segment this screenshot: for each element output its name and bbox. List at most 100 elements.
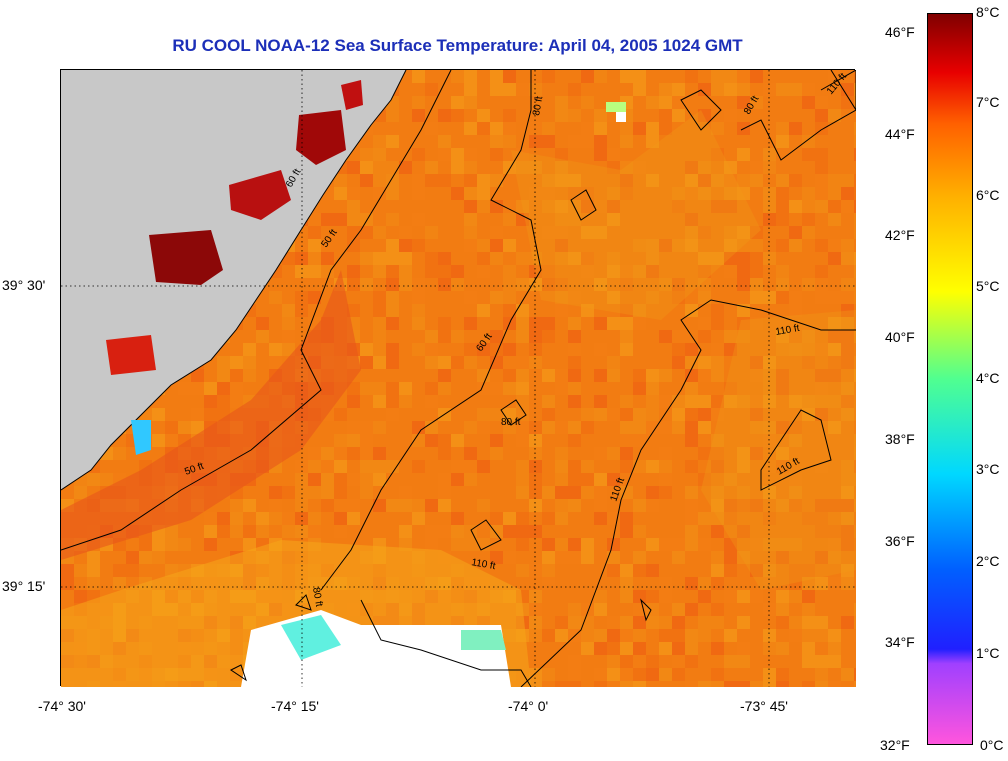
sst-pixel — [685, 382, 698, 395]
sst-pixel — [568, 343, 581, 356]
sst-pixel — [776, 265, 789, 278]
sst-pixel — [711, 408, 724, 421]
sst-pixel — [776, 200, 789, 213]
sst-pixel — [568, 174, 581, 187]
sst-pixel — [503, 304, 516, 317]
sst-pixel — [425, 330, 438, 343]
sst-pixel — [828, 252, 841, 265]
sst-pixel — [737, 499, 750, 512]
sst-pixel — [477, 304, 490, 317]
sst-pixel — [529, 161, 542, 174]
sst-pixel — [594, 512, 607, 525]
sst-pixel — [776, 668, 789, 681]
sst-pixel — [516, 200, 529, 213]
sst-pixel — [854, 291, 856, 304]
sst-pixel — [503, 70, 516, 83]
sst-pixel — [698, 447, 711, 460]
sst-pixel — [412, 213, 425, 226]
sst-pixel — [659, 668, 672, 681]
sst-pixel — [724, 681, 737, 687]
sst-pixel — [464, 291, 477, 304]
sst-pixel — [633, 655, 646, 668]
sst-pixel — [568, 369, 581, 382]
sst-pixel — [620, 681, 633, 687]
sst-pixel — [204, 525, 217, 538]
sst-pixel — [815, 499, 828, 512]
sst-pixel — [620, 590, 633, 603]
sst-pixel — [490, 447, 503, 460]
sst-pixel — [776, 83, 789, 96]
sst-pixel — [243, 369, 256, 382]
sst-pixel — [776, 681, 789, 687]
sst-pixel — [386, 304, 399, 317]
sst-pixel — [139, 551, 152, 564]
sst-pixel — [373, 135, 386, 148]
sst-pixel — [503, 83, 516, 96]
sst-pixel — [828, 213, 841, 226]
sst-pixel — [854, 70, 856, 83]
sst-pixel — [464, 213, 477, 226]
sst-pixel — [477, 187, 490, 200]
sst-pixel — [711, 551, 724, 564]
sst-pixel — [737, 96, 750, 109]
sst-pixel — [464, 148, 477, 161]
sst-pixel — [438, 135, 451, 148]
sst-pixel — [776, 135, 789, 148]
sst-pixel — [373, 187, 386, 200]
lon-label: -74° 15' — [271, 698, 319, 714]
sst-pixel — [425, 161, 438, 174]
sst-pixel — [542, 551, 555, 564]
sst-pixel — [737, 590, 750, 603]
sst-pixel — [516, 486, 529, 499]
sst-pixel — [347, 161, 360, 174]
sst-pixel — [750, 408, 763, 421]
sst-pixel — [789, 200, 802, 213]
sst-pixel — [802, 512, 815, 525]
sst-pixel — [763, 213, 776, 226]
sst-pixel — [828, 538, 841, 551]
sst-pixel — [529, 525, 542, 538]
sst-pixel — [373, 330, 386, 343]
sst-pixel — [620, 434, 633, 447]
sst-pixel — [802, 200, 815, 213]
sst-pixel — [685, 356, 698, 369]
sst-pixel — [685, 486, 698, 499]
sst-pixel — [347, 499, 360, 512]
sst-pixel — [750, 356, 763, 369]
sst-pixel — [568, 395, 581, 408]
sst-pixel — [815, 291, 828, 304]
sst-pixel — [828, 395, 841, 408]
warm-bay-patch — [229, 170, 291, 220]
sst-pixel — [685, 577, 698, 590]
sst-pixel — [295, 512, 308, 525]
sst-pixel — [854, 330, 856, 343]
sst-pixel — [776, 382, 789, 395]
sst-pixel — [516, 83, 529, 96]
sst-pixel — [646, 382, 659, 395]
sst-pixel — [165, 538, 178, 551]
sst-pixel — [711, 616, 724, 629]
sst-pixel — [659, 109, 672, 122]
sst-pixel — [698, 83, 711, 96]
sst-pixel — [581, 265, 594, 278]
sst-pixel — [425, 538, 438, 551]
sst-pixel — [672, 239, 685, 252]
sst-pixel — [516, 304, 529, 317]
sst-pixel — [464, 226, 477, 239]
sst-pixel — [789, 343, 802, 356]
sst-pixel — [412, 343, 425, 356]
sst-pixel — [425, 525, 438, 538]
sst-pixel — [841, 252, 854, 265]
sst-pixel — [815, 616, 828, 629]
sst-pixel — [568, 83, 581, 96]
sst-pixel — [607, 616, 620, 629]
sst-pixel — [581, 252, 594, 265]
sst-pixel — [451, 187, 464, 200]
sst-pixel — [503, 109, 516, 122]
sst-pixel — [711, 70, 724, 83]
sst-pixel — [373, 148, 386, 161]
sst-pixel — [737, 681, 750, 687]
sst-pixel — [841, 317, 854, 330]
sst-pixel — [425, 356, 438, 369]
sst-pixel — [737, 252, 750, 265]
